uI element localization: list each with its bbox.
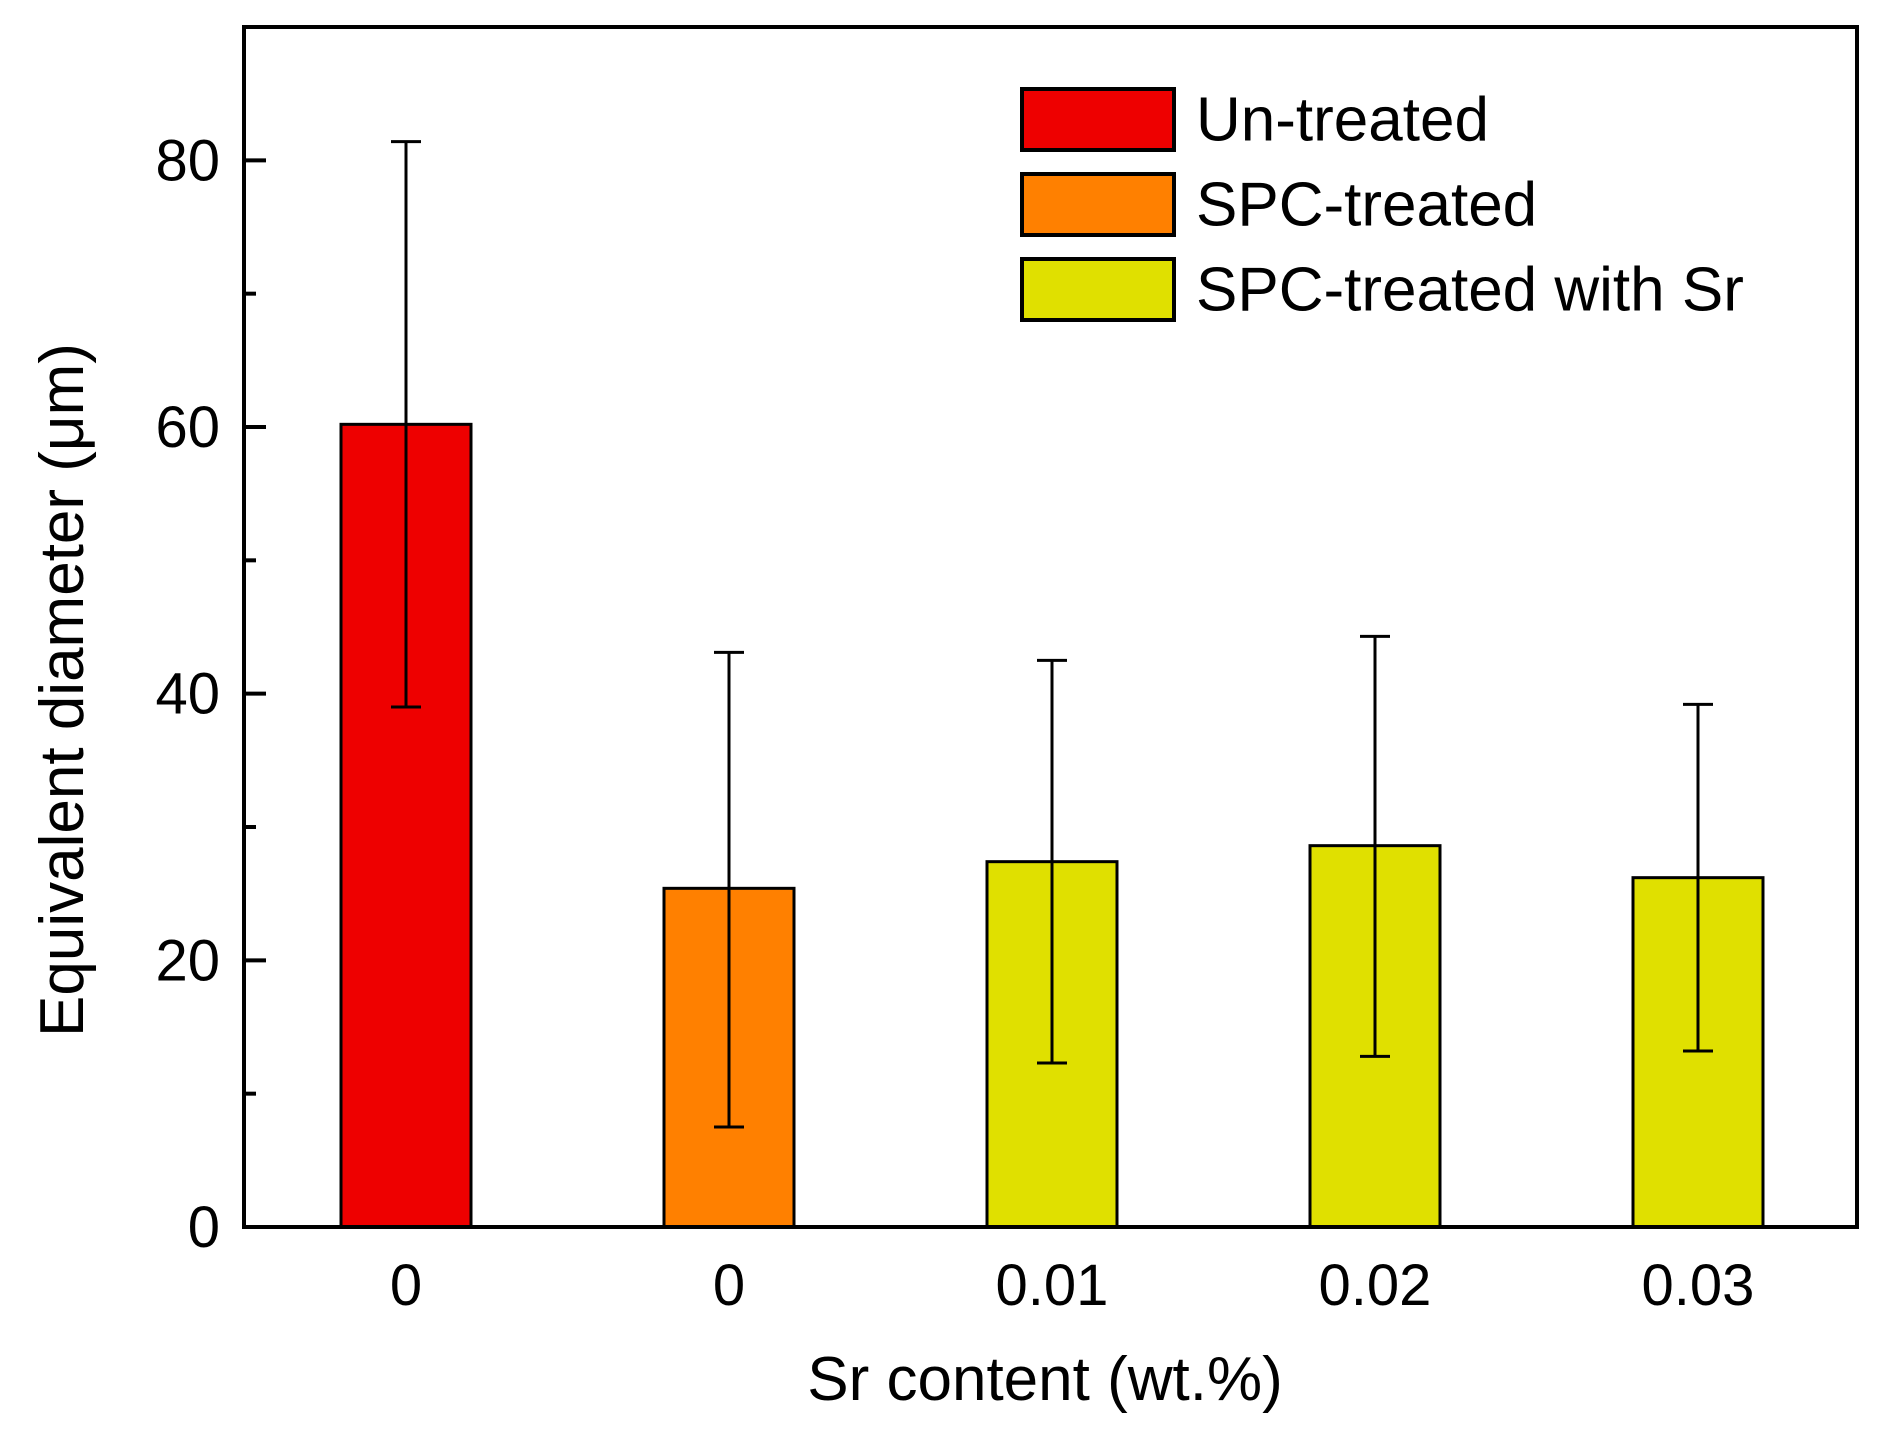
error-bar-5	[1683, 702, 1713, 1053]
legend: Un-treated SPC-treated SPC-treated with Sr	[1020, 86, 1744, 325]
legend-swatch	[1020, 87, 1176, 152]
y-tick-label: 0	[188, 1195, 220, 1260]
x-axis-label: Sr content (wt.%)	[807, 1345, 1282, 1414]
error-bar-4	[1360, 634, 1390, 1058]
legend-label: SPC-treated with Sr	[1196, 256, 1744, 325]
legend-item-2: SPC-treated	[1020, 171, 1537, 240]
x-axis-ticks: 0 0 0.01 0.02 0.03	[390, 1253, 1755, 1318]
legend-label: Un-treated	[1196, 86, 1489, 155]
legend-label: SPC-treated	[1196, 171, 1537, 240]
error-bar-2	[714, 650, 744, 1129]
legend-swatch	[1020, 257, 1176, 322]
legend-item-3: SPC-treated with Sr	[1020, 256, 1744, 325]
y-tick-label: 60	[155, 395, 220, 460]
error-bar-3	[1037, 658, 1067, 1065]
legend-item-1: Un-treated	[1020, 86, 1489, 155]
y-tick-label: 40	[155, 662, 220, 727]
x-tick-label: 0.01	[996, 1253, 1109, 1318]
y-tick-label: 80	[155, 128, 220, 193]
legend-swatch	[1020, 172, 1176, 237]
y-axis-label: Equivalent diameter (μm)	[28, 343, 97, 1037]
error-bars-layer	[391, 140, 1713, 1129]
plot-frame	[242, 25, 1859, 1229]
error-bar-1	[391, 140, 421, 709]
x-tick-label: 0	[713, 1253, 745, 1318]
y-axis-ticks: 0 20 40 60 80	[155, 128, 266, 1260]
x-tick-label: 0.02	[1319, 1253, 1432, 1318]
y-tick-label: 20	[155, 928, 220, 993]
x-tick-label: 0	[390, 1253, 422, 1318]
x-tick-label: 0.03	[1642, 1253, 1755, 1318]
